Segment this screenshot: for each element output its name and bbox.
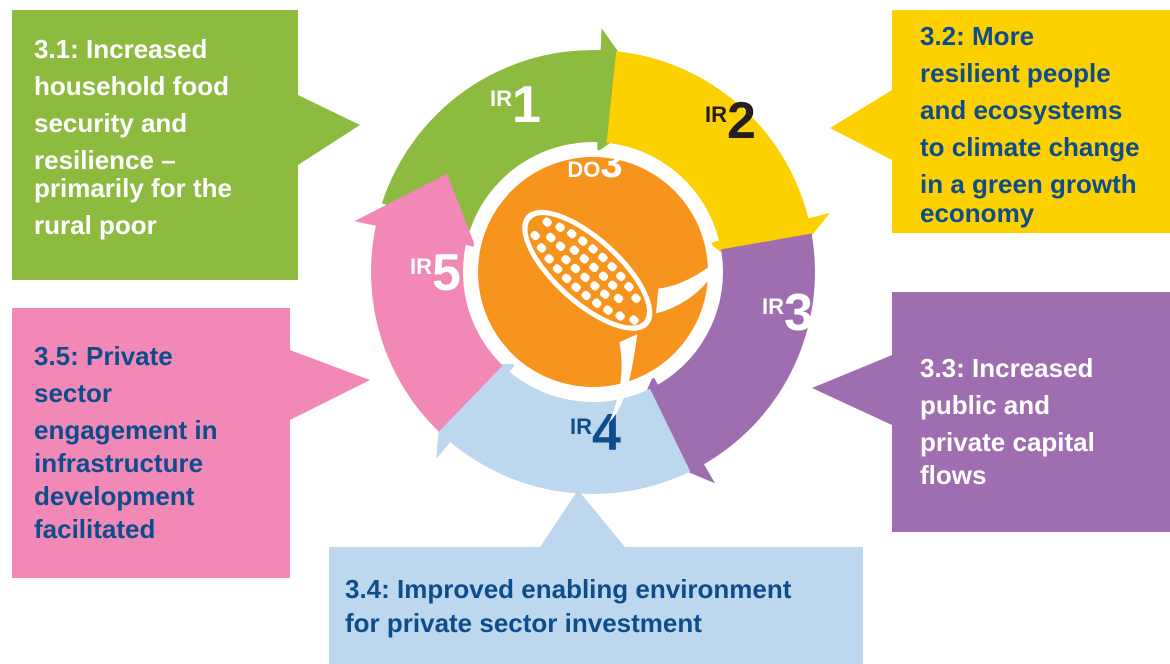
corn-kernel bbox=[591, 298, 602, 308]
result-3-1-text: 3.1: Increased household food security a… bbox=[34, 34, 239, 240]
result-3-2-line: resilient people bbox=[920, 58, 1111, 88]
center-label: DO3 bbox=[567, 142, 622, 186]
corn-kernel bbox=[598, 252, 608, 263]
result-3-2-line: in a green growth bbox=[920, 169, 1137, 199]
corn-kernel bbox=[561, 273, 572, 284]
result-3-5-line: development bbox=[34, 481, 195, 511]
corn-kernel bbox=[607, 261, 617, 272]
segment-label-ir1: IR1 bbox=[490, 76, 541, 134]
result-box-3-3: 3.3: Increased public and private capita… bbox=[812, 292, 1170, 532]
result-3-5-text: 3.5: Private sector engagement in infras… bbox=[34, 341, 225, 544]
result-box-3-4: 3.4: Improved enabling environment for p… bbox=[329, 490, 863, 664]
segment-label-prefix: IR bbox=[410, 254, 432, 279]
corn-kernel bbox=[631, 293, 641, 304]
cycle-segment-ir5 bbox=[354, 173, 503, 432]
result-3-2-line: 3.2: More bbox=[920, 21, 1034, 51]
result-3-5-line: engagement in bbox=[34, 415, 217, 445]
result-3-4-line: for private sector investment bbox=[345, 608, 702, 638]
cycle-segment-ir2 bbox=[606, 51, 830, 291]
segment-label-ir4: IR4 bbox=[570, 404, 621, 462]
result-3-2-line: economy bbox=[920, 198, 1035, 228]
segment-label-ir5: IR5 bbox=[410, 244, 461, 302]
corn-kernel bbox=[561, 254, 571, 265]
corn-kernel bbox=[603, 305, 613, 315]
result-3-4-line: 3.4: Improved enabling environment bbox=[345, 574, 792, 604]
corn-kernel bbox=[536, 243, 547, 253]
corn-kernel bbox=[590, 281, 600, 291]
result-box-3-2: 3.2: More resilient people and ecosystem… bbox=[830, 10, 1170, 233]
corn-kernel bbox=[598, 271, 609, 281]
result-3-2-text: 3.2: More resilient people and ecosystem… bbox=[920, 21, 1147, 228]
segment-label-prefix: IR bbox=[490, 86, 512, 111]
result-3-1-line: resilience – bbox=[34, 145, 176, 175]
corn-kernel bbox=[555, 222, 565, 232]
result-box-3-2-shape bbox=[830, 10, 1170, 233]
result-box-3-1-shape bbox=[12, 10, 360, 280]
segment-label-prefix: IR bbox=[762, 294, 784, 319]
corn-kernel bbox=[544, 254, 554, 264]
corn-kernel bbox=[608, 280, 618, 291]
corn-kernel bbox=[577, 236, 588, 246]
corn-kernel bbox=[555, 241, 566, 251]
result-3-5-line: 3.5: Private bbox=[34, 341, 173, 371]
cycle-segment-ir1 bbox=[381, 28, 659, 232]
result-3-5-line: sector bbox=[34, 378, 112, 408]
result-3-3-line: 3.3: Increased bbox=[920, 353, 1093, 383]
result-box-3-5-shape bbox=[12, 308, 370, 578]
corn-kernel bbox=[570, 263, 581, 274]
segment-label-prefix: IR bbox=[570, 414, 592, 439]
result-3-2-line: to climate change bbox=[920, 132, 1140, 162]
corn-kernel bbox=[530, 230, 540, 241]
corn-kernel bbox=[569, 245, 580, 256]
segment-label-ir2: IR2 bbox=[705, 92, 756, 150]
result-3-3-line: flows bbox=[920, 460, 986, 490]
corn-kernel bbox=[629, 315, 639, 325]
result-3-4-text: 3.4: Improved enabling environment for p… bbox=[345, 574, 799, 638]
cycle-segment-ir4 bbox=[436, 363, 691, 494]
result-3-1-line: 3.1: Increased bbox=[34, 34, 207, 64]
result-box-3-1: 3.1: Increased household food security a… bbox=[12, 10, 360, 280]
result-3-1-line: primarily for the bbox=[34, 173, 232, 203]
corn-kernels bbox=[530, 217, 641, 325]
center-label-number: 3 bbox=[600, 142, 622, 186]
result-3-3-line: public and bbox=[920, 390, 1050, 420]
corn-kernel bbox=[589, 262, 599, 273]
result-3-1-line: household food bbox=[34, 71, 229, 101]
result-box-3-3-shape bbox=[812, 292, 1170, 532]
segment-label-number: 5 bbox=[432, 244, 461, 302]
corn-kernel bbox=[552, 264, 563, 274]
segment-label-number: 1 bbox=[512, 76, 541, 134]
center-label-prefix: DO bbox=[567, 157, 600, 182]
corn-kernel bbox=[615, 311, 625, 321]
result-3-3-line: private capital bbox=[920, 427, 1095, 457]
corn-kernel bbox=[542, 217, 552, 227]
result-3-1-line: rural poor bbox=[34, 210, 157, 240]
corn-kernel bbox=[624, 282, 634, 292]
result-box-3-5: 3.5: Private sector engagement in infras… bbox=[12, 308, 370, 578]
result-3-1-line: security and bbox=[34, 108, 187, 138]
corn-kernel bbox=[567, 228, 577, 239]
corn-kernel bbox=[616, 271, 626, 282]
segment-label-number: 3 bbox=[784, 284, 813, 342]
segment-label-prefix: IR bbox=[705, 102, 727, 127]
corn-kernel bbox=[579, 253, 590, 264]
cycle-segment-ir3 bbox=[623, 233, 815, 484]
corn-kernel bbox=[588, 244, 598, 254]
result-box-3-4-shape bbox=[329, 490, 863, 664]
result-3-3-text: 3.3: Increased public and private capita… bbox=[920, 353, 1102, 490]
corn-kernel bbox=[580, 272, 590, 283]
corn-kernel bbox=[581, 290, 591, 301]
corn-kernel bbox=[546, 232, 556, 243]
segment-label-ir3: IR3 bbox=[762, 284, 813, 342]
corn-kernel bbox=[599, 289, 610, 299]
segment-label-number: 2 bbox=[727, 92, 756, 150]
corn-kernel bbox=[613, 293, 624, 304]
result-3-5-line: infrastructure bbox=[34, 448, 203, 478]
corn-kernel bbox=[571, 282, 581, 292]
corn-icon bbox=[522, 209, 720, 423]
result-3-2-line: and ecosystems bbox=[920, 95, 1122, 125]
result-3-5-line: facilitated bbox=[34, 514, 155, 544]
